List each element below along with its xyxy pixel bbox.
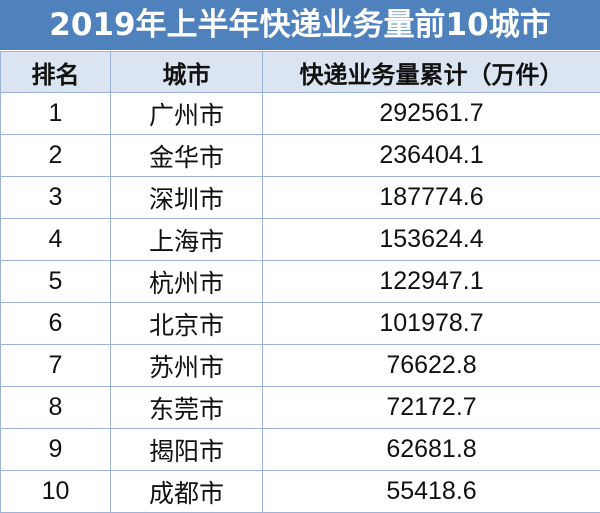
volume-cell: 122947.1 bbox=[262, 260, 600, 303]
volume-cell: 101978.7 bbox=[262, 302, 600, 345]
volume-cell: 187774.6 bbox=[262, 176, 600, 219]
city-cell: 揭阳市 bbox=[110, 428, 263, 471]
city-cell: 苏州市 bbox=[110, 344, 263, 387]
table-row: 2 金华市 236404.1 bbox=[0, 134, 600, 177]
table-title: 2019年上半年快递业务量前10城市 bbox=[0, 0, 600, 50]
volume-cell: 236404.1 bbox=[262, 134, 600, 177]
header-city: 城市 bbox=[110, 51, 263, 93]
rank-cell: 5 bbox=[0, 260, 111, 303]
rank-cell: 9 bbox=[0, 428, 111, 471]
rank-cell: 7 bbox=[0, 344, 111, 387]
city-cell: 杭州市 bbox=[110, 260, 263, 303]
city-cell: 金华市 bbox=[110, 134, 263, 177]
header-row: 排名 城市 快递业务量累计（万件） bbox=[0, 51, 600, 93]
rank-cell: 6 bbox=[0, 302, 111, 345]
city-cell: 广州市 bbox=[110, 92, 263, 135]
table-row: 1 广州市 292561.7 bbox=[0, 92, 600, 135]
rank-cell: 1 bbox=[0, 92, 111, 135]
rank-cell: 8 bbox=[0, 386, 111, 429]
volume-cell: 76622.8 bbox=[262, 344, 600, 387]
table-row: 9 揭阳市 62681.8 bbox=[0, 428, 600, 471]
volume-cell: 153624.4 bbox=[262, 218, 600, 261]
rank-cell: 10 bbox=[0, 470, 111, 513]
city-cell: 东莞市 bbox=[110, 386, 263, 429]
rank-cell: 4 bbox=[0, 218, 111, 261]
table-row: 5 杭州市 122947.1 bbox=[0, 260, 600, 303]
volume-cell: 55418.6 bbox=[262, 470, 600, 513]
city-cell: 成都市 bbox=[110, 470, 263, 513]
city-cell: 上海市 bbox=[110, 218, 263, 261]
table-row: 7 苏州市 76622.8 bbox=[0, 344, 600, 387]
header-rank: 排名 bbox=[0, 51, 111, 93]
volume-cell: 292561.7 bbox=[262, 92, 600, 135]
rank-cell: 2 bbox=[0, 134, 111, 177]
city-cell: 北京市 bbox=[110, 302, 263, 345]
header-volume: 快递业务量累计（万件） bbox=[262, 51, 600, 93]
volume-cell: 62681.8 bbox=[262, 428, 600, 471]
table-row: 10 成都市 55418.6 bbox=[0, 470, 600, 513]
city-cell: 深圳市 bbox=[110, 176, 263, 219]
table-row: 4 上海市 153624.4 bbox=[0, 218, 600, 261]
volume-cell: 72172.7 bbox=[262, 386, 600, 429]
rank-cell: 3 bbox=[0, 176, 111, 219]
table-row: 8 东莞市 72172.7 bbox=[0, 386, 600, 429]
table-row: 6 北京市 101978.7 bbox=[0, 302, 600, 345]
table-row: 3 深圳市 187774.6 bbox=[0, 176, 600, 219]
ranking-table: 排名 城市 快递业务量累计（万件） 1 广州市 292561.7 2 金华市 2… bbox=[0, 51, 600, 513]
